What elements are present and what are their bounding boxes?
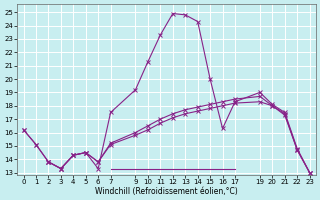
X-axis label: Windchill (Refroidissement éolien,°C): Windchill (Refroidissement éolien,°C) (95, 187, 238, 196)
